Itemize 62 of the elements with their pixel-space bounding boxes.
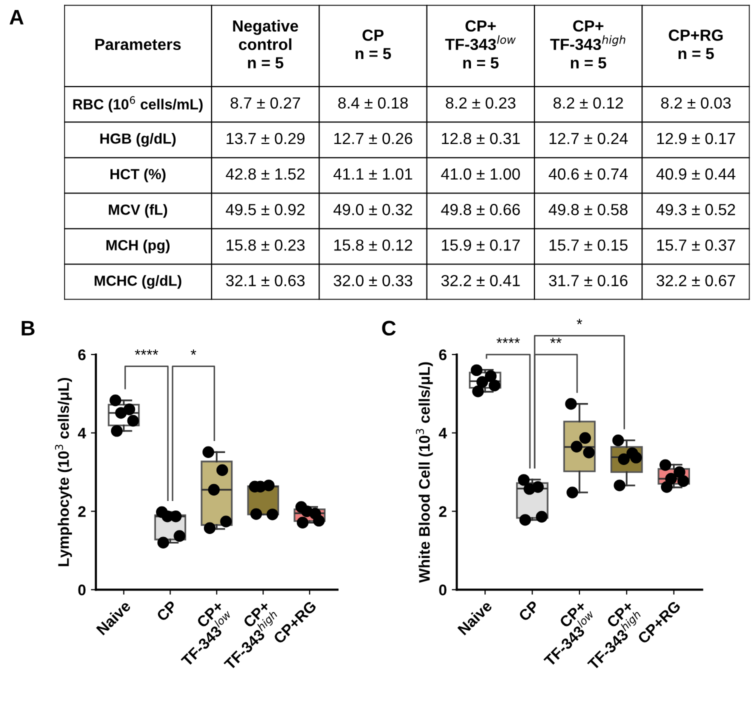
category-label: MCH (pg) [106,240,170,254]
text: A [10,10,24,24]
text: 49.3 ± 0.52 [656,204,736,216]
text: 49.8 ± 0.66 [441,204,520,216]
text: 32.2 ± 0.41 [441,274,520,286]
annotation: **** [134,349,158,355]
chart-title: C [382,320,396,336]
text: 41.1 ± 1.01 [333,168,412,180]
text: 8.2 ± 0.03 [661,97,731,109]
y-tick-label: 4 [78,428,86,438]
text: 15.7 ± 0.37 [657,239,736,251]
chart-title: B [22,320,34,336]
text: 15.8 ± 0.12 [334,239,412,251]
y-axis-title: Lymphocyte (10$^{3}$ cells/μL) [55,378,72,566]
text: 41.0 ± 1.00 [441,168,520,180]
text: 31.7 ± 0.16 [548,274,628,286]
text: 40.9 ± 0.44 [656,168,736,180]
text: 32.0 ± 0.33 [334,274,412,286]
text: 49.8 ± 0.58 [548,204,628,216]
text: 42.8 ± 1.52 [226,168,304,180]
y-tick-label: 2 [439,506,446,517]
category-label: Negative control n = 5 [233,20,298,68]
text: 12.9 ± 0.17 [657,132,736,144]
text: 13.7 ± 0.29 [226,132,305,144]
y-tick-label: 0 [78,584,86,596]
text: 32.2 ± 0.67 [656,274,736,286]
y-tick-label: 6 [439,349,446,360]
category-label: MCV (fL) [108,204,168,218]
category-label: CP n = 5 [356,30,391,60]
y-tick-label: 4 [438,428,447,438]
text: 12.7 ± 0.26 [334,132,412,144]
text: 40.6 ± 0.74 [548,168,628,180]
category-label: MCHC (g/dL) [94,275,182,289]
category-label: HCT (%) [110,168,166,182]
x-tick-label: CP [156,600,178,622]
text: 12.7 ± 0.24 [550,132,628,144]
annotation: * [190,349,196,355]
text: 8.4 ± 0.18 [338,97,408,109]
category-label: CP+RG n = 5 [668,30,723,60]
text: **** [496,338,520,344]
category-label: Parameters [95,38,181,50]
category-label: RBC (10$^{6}$ cells/mL) [73,96,203,112]
text: 8.2 ± 0.23 [446,97,516,109]
y-tick-label: 2 [78,506,86,517]
text: 15.8 ± 0.23 [226,239,305,251]
y-axis-title: White Blood Cell (10$^{3}$ cells/μL) [416,362,433,583]
text: 32.1 ± 0.63 [226,274,305,286]
category-label: CP+ TF-343$^{low}$ n = 5 [445,20,516,68]
text: * [576,318,582,324]
category-label: HGB (g/dL) [100,133,176,147]
x-tick-label: CP [518,600,540,622]
text: 8.7 ± 0.27 [230,97,300,109]
text: 49.0 ± 0.32 [333,204,412,216]
text: 15.7 ± 0.15 [550,239,628,251]
category-label: CP+ TF-343$^{high}$ n = 5 [550,20,626,68]
text: 15.9 ± 0.17 [442,239,520,251]
text: ** [550,338,562,344]
y-tick-label: 6 [78,349,86,360]
text: 12.8 ± 0.31 [442,132,520,144]
text: 49.5 ± 0.92 [226,204,304,216]
text: 8.2 ± 0.12 [554,97,623,109]
y-tick-label: 0 [439,584,446,596]
